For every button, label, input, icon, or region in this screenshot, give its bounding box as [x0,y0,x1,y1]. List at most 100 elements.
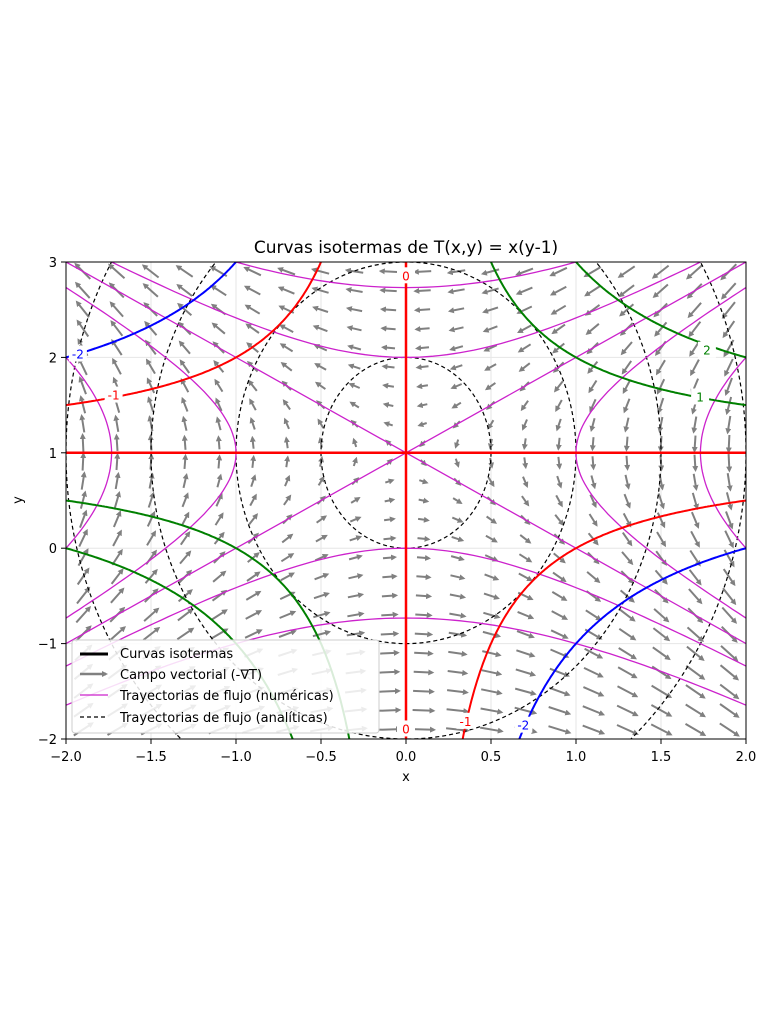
vector-arrow [623,417,630,433]
x-tick-label: 1.5 [651,750,672,765]
vector-arrow [418,497,430,504]
vector-arrow [518,572,533,582]
vector-arrow [720,282,737,300]
vector-arrow [414,326,430,332]
vector-arrow [448,631,468,638]
vector-arrow [483,611,501,619]
vector-arrow [215,416,222,431]
vector-arrow [446,269,466,276]
vector-arrow [348,554,363,561]
y-tick-label: 2 [49,351,57,366]
vector-arrow [345,306,363,313]
vector-arrow [452,497,463,504]
vector-arrow [75,300,90,318]
vector-arrow [313,611,331,619]
vector-arrow [451,516,464,523]
vector-arrow [446,689,469,695]
vector-arrow [379,306,397,313]
vector-arrow [245,590,262,601]
vector-arrow [316,515,328,524]
vector-arrow [380,325,396,332]
vector-arrow [618,627,637,641]
vector-arrow [650,723,673,736]
vector-arrow [314,363,327,371]
x-tick-label: 0.0 [396,750,417,765]
contour-label: 2 [703,344,711,358]
vector-arrow [114,452,121,471]
vector-arrow [522,476,529,488]
vector-arrow [685,684,706,699]
vector-arrow [555,494,563,508]
legend-label-vector-field: Campo vectorial (-∇T) [120,668,262,683]
contour-label: -2 [517,719,529,733]
vector-arrow [379,668,401,675]
vector-arrow [215,435,222,450]
y-axis-label: y [11,496,26,504]
vector-arrow [617,685,639,698]
vector-arrow [449,612,467,619]
vector-arrow [177,302,193,316]
vector-arrow [447,288,465,295]
vector-arrow [109,301,124,318]
vector-arrow [619,303,635,317]
vector-arrow [345,287,363,293]
vector-arrow [313,591,330,600]
vector-arrow [210,284,227,297]
vector-arrow [584,285,601,297]
vector-arrow [312,630,332,638]
vector-arrow [724,377,733,396]
vector-arrow [623,436,630,452]
vector-arrow [519,534,532,544]
legend: Curvas isotermas Campo vectorial (-∇T) T… [71,639,380,734]
vector-arrow [719,703,740,718]
vector-arrow [108,626,126,642]
vector-arrow [514,687,537,696]
vector-arrow [548,686,571,697]
vector-arrow [111,548,123,566]
vector-arrow [656,512,666,529]
vector-arrow [515,267,534,276]
vector-arrow [554,514,565,526]
vector-arrow [108,263,126,279]
vector-arrow [482,650,502,658]
vector-arrow [690,511,700,529]
vector-arrow [146,530,157,546]
vector-arrow [380,649,400,656]
vector-arrow [280,553,295,563]
vector-arrow [617,666,638,679]
vector-arrow [450,555,465,562]
vector-arrow [347,363,361,370]
vector-arrow [147,491,155,508]
vector-arrow [656,531,667,548]
vector-arrow [555,418,562,432]
vector-arrow [521,495,530,507]
vector-arrow [414,631,434,638]
vector-arrow [79,509,88,528]
vector-arrow [176,283,193,297]
vector-arrow [621,532,633,547]
vector-arrow [724,358,734,377]
x-tick-label: −1.0 [220,750,252,765]
vector-arrow [284,455,291,468]
vector-arrow [283,494,292,506]
vector-arrow [652,283,669,299]
vector-arrow [651,665,672,680]
vector-arrow [78,528,88,548]
vector-arrow [724,530,734,549]
contour-label: 1 [696,390,704,404]
vector-arrow [176,627,195,641]
vector-arrow [147,415,154,432]
vector-arrow [550,304,567,315]
vector-arrow [181,396,189,412]
vector-arrow [175,265,194,278]
vector-arrow [413,306,431,313]
vector-arrow [142,626,161,641]
vector-arrow [142,283,159,298]
vector-arrow [589,398,597,413]
vector-arrow [620,341,633,356]
vector-arrow [719,683,740,700]
vector-arrow [417,516,430,523]
vector-arrow [482,306,499,314]
isotherm-line [66,499,351,739]
vector-arrow [551,610,569,620]
